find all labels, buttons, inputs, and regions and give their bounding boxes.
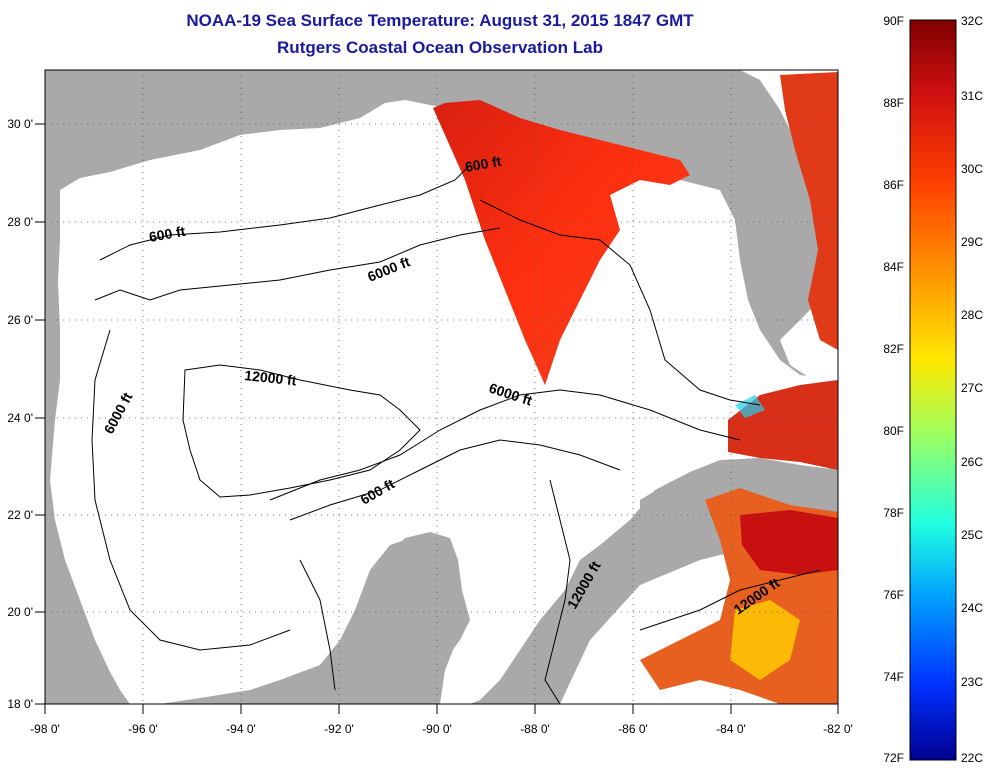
colorbar-c-label: 30C (961, 162, 983, 176)
colorbar-c-label: 29C (961, 235, 983, 249)
x-tick-label: -92 0' (324, 722, 354, 736)
sst-cool-patch-2 (735, 395, 765, 418)
colorbar (909, 19, 957, 761)
y-tick-label: 26 0' (7, 313, 33, 327)
map-title: NOAA-19 Sea Surface Temperature: August … (186, 11, 694, 30)
contour-label-600-ne: 600 ft (464, 153, 503, 175)
colorbar-c-label: 27C (961, 381, 983, 395)
y-tick-label: 20 0' (7, 605, 33, 619)
x-tick-label: -84 0' (716, 722, 746, 736)
sst-swath-north (433, 100, 690, 385)
colorbar-c-label: 32C (961, 14, 983, 28)
y-tick-label: 30 0' (7, 117, 33, 131)
colorbar-f-label: 90F (883, 14, 904, 28)
yucatan (340, 532, 470, 704)
map-subtitle: Rutgers Coastal Ocean Observation Lab (277, 38, 603, 57)
colorbar-c-label: 28C (961, 308, 983, 322)
sst-east (780, 72, 838, 350)
colorbar-f-label: 86F (883, 178, 904, 192)
colorbar-f-label: 78F (883, 506, 904, 520)
contour-6000ft (91, 227, 741, 651)
contour-label-600-nw: 600 ft (148, 223, 187, 245)
colorbar-f-label: 84F (883, 260, 904, 274)
contour-label-12000-c: 12000 ft (244, 367, 298, 388)
colorbar-f-label: 72F (883, 751, 904, 765)
gulf-water (50, 100, 838, 704)
colorbar-c-label: 23C (961, 675, 983, 689)
x-tick-label: -90 0' (422, 722, 452, 736)
colorbar-f-label: 88F (883, 96, 904, 110)
contour-600ft-south (289, 439, 621, 691)
y-tick-label: 24 0' (7, 411, 33, 425)
colorbar-c-label: 25C (961, 528, 983, 542)
colorbar-f-label: 82F (883, 342, 904, 356)
x-tick-label: -94 0' (226, 722, 256, 736)
colorbar-f-label: 80F (883, 424, 904, 438)
x-tick-label: -96 0' (128, 722, 158, 736)
y-tick-label: 18 0' (7, 697, 33, 711)
map-frame (44, 69, 839, 705)
colorbar-c-label: 31C (961, 89, 983, 103)
bathymetry-contours (91, 164, 821, 704)
x-tick-label: -88 0' (520, 722, 550, 736)
contour-600ft (99, 164, 761, 406)
colorbar-c-label: 26C (961, 455, 983, 469)
colorbar-c-label: 24C (961, 601, 983, 615)
colorbar-f-label: 74F (883, 670, 904, 684)
sst-cool-patch (730, 600, 800, 680)
x-tick-label: -86 0' (618, 722, 648, 736)
x-tick-label: -82 0' (823, 722, 853, 736)
y-tick-label: 22 0' (7, 508, 33, 522)
axis-ticks (35, 123, 839, 714)
colorbar-c-label: 22C (961, 751, 983, 765)
graticule (45, 70, 838, 704)
y-tick-label: 28 0' (7, 215, 33, 229)
x-tick-label: -98 0' (30, 722, 60, 736)
sst-caribbean-hot (740, 510, 838, 575)
contour-12000ft (182, 364, 821, 704)
colorbar-f-label: 76F (883, 588, 904, 602)
